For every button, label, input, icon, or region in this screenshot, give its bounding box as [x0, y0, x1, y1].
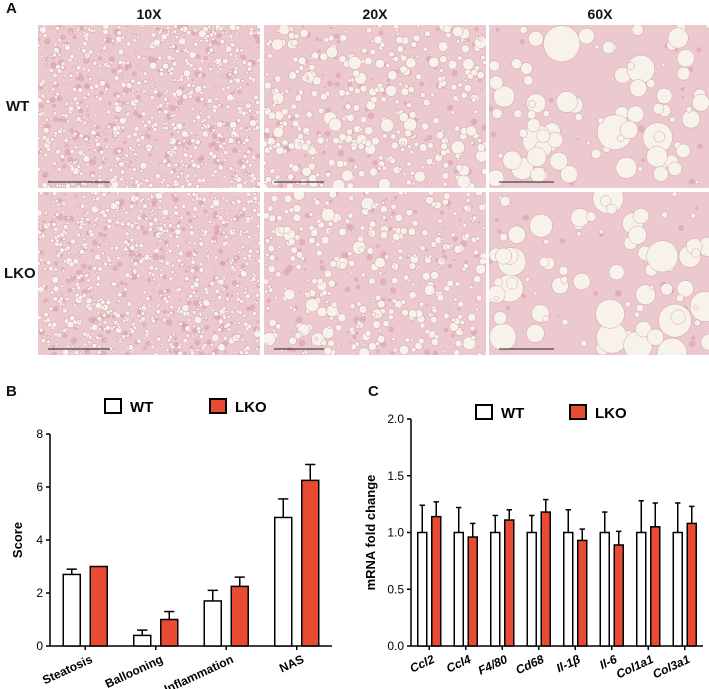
legend-label-lko: LKO: [235, 399, 267, 416]
y-tick-label: 6: [36, 480, 43, 494]
magnification-10x: 10X: [136, 6, 162, 22]
bar-lko-5: [613, 544, 624, 647]
histology-image: [38, 192, 260, 355]
panel-c-label: C: [368, 383, 379, 400]
panel-b-label: B: [6, 383, 17, 400]
bar-lko-7: [686, 522, 697, 647]
x-tick-label: Ccl4: [444, 652, 473, 676]
x-tick-label: Col1a1: [614, 652, 656, 681]
histology-image: [489, 192, 709, 355]
y-tick-label: 0: [36, 639, 43, 653]
x-tick-label: Il-6: [597, 652, 619, 672]
bar-lko-3: [301, 479, 320, 647]
histology-lko-10x: [38, 192, 260, 355]
histology-lko-20x: [264, 192, 486, 355]
legend-label-wt: WT: [130, 399, 153, 416]
x-tick-label: Inflammation: [162, 652, 236, 689]
bar-wt-5: [599, 531, 610, 647]
histology-image: [264, 192, 486, 355]
bar-wt-2: [490, 531, 501, 647]
y-tick-label: 2.0: [387, 412, 404, 426]
y-tick-label: 1.0: [387, 526, 404, 540]
magnification-20x: 20X: [362, 6, 388, 22]
bar-wt-7: [672, 531, 683, 647]
histology-lko-60x: [489, 192, 709, 355]
bar-wt-0: [417, 531, 428, 647]
y-axis-label: Score: [10, 522, 25, 558]
row-label-wt: WT: [6, 98, 30, 115]
bar-lko-6: [650, 526, 661, 647]
legend-swatch-wt: [104, 398, 122, 414]
legend-label-wt: WT: [501, 405, 524, 422]
bar-lko-3: [540, 511, 551, 647]
y-tick-label: 8: [36, 427, 43, 441]
histology-wt-20x: [264, 25, 486, 188]
x-tick-label: Ccl2: [408, 652, 437, 676]
bar-wt-0: [62, 573, 81, 647]
x-tick-label: Cd68: [514, 652, 547, 677]
bar-wt-1: [133, 634, 152, 647]
y-tick-label: 0.0: [387, 639, 404, 653]
bar-wt-2: [203, 600, 222, 647]
bar-wt-1: [453, 531, 464, 647]
y-tick-label: 2: [36, 586, 43, 600]
y-axis-label: mRNA fold change: [363, 475, 378, 591]
legend-label-lko: LKO: [595, 405, 627, 422]
histology-image: [264, 25, 486, 188]
bar-lko-0: [431, 515, 442, 647]
legend-swatch-lko: [209, 398, 227, 414]
x-tick-label: NAS: [277, 652, 306, 675]
histology-wt-10x: [38, 25, 260, 188]
bar-wt-3: [526, 531, 537, 647]
x-tick-label: F4/80: [476, 652, 510, 678]
x-tick-label: Ballooning: [103, 652, 165, 689]
row-label-lko: LKO: [4, 265, 36, 282]
bar-lko-2: [230, 585, 249, 647]
x-tick-label: Il-1β: [554, 652, 583, 675]
y-tick-label: 1.5: [387, 469, 404, 483]
legend-swatch-lko: [569, 404, 587, 420]
bar-wt-4: [563, 531, 574, 647]
chart-b: 0 2 4 6 8 Score Steatosis BallooningInflammatio…: [10, 398, 332, 689]
x-tick-label: Col3a1: [650, 652, 692, 681]
y-tick-label: 0.5: [387, 582, 404, 596]
legend-swatch-wt: [475, 404, 493, 420]
x-tick-label: Steatosis: [40, 652, 95, 687]
histology-image: [489, 25, 709, 188]
bar-lko-1: [467, 536, 478, 647]
panel-a-label: A: [6, 0, 17, 17]
bar-lko-2: [504, 519, 515, 647]
bar-lko-4: [577, 539, 588, 647]
bar-lko-0: [89, 565, 108, 647]
histology-wt-60x: [489, 25, 709, 188]
histology-image: [38, 25, 260, 188]
magnification-60x: 60X: [587, 6, 613, 22]
y-tick-label: 4: [36, 533, 43, 547]
chart-c: 0.0 0.5 1.0 1.5 2.0 mRNA fold change Ccl2 Ccl4 F…: [363, 404, 703, 681]
bar-wt-3: [274, 516, 293, 647]
bar-lko-1: [160, 618, 179, 647]
bar-wt-6: [636, 531, 647, 647]
